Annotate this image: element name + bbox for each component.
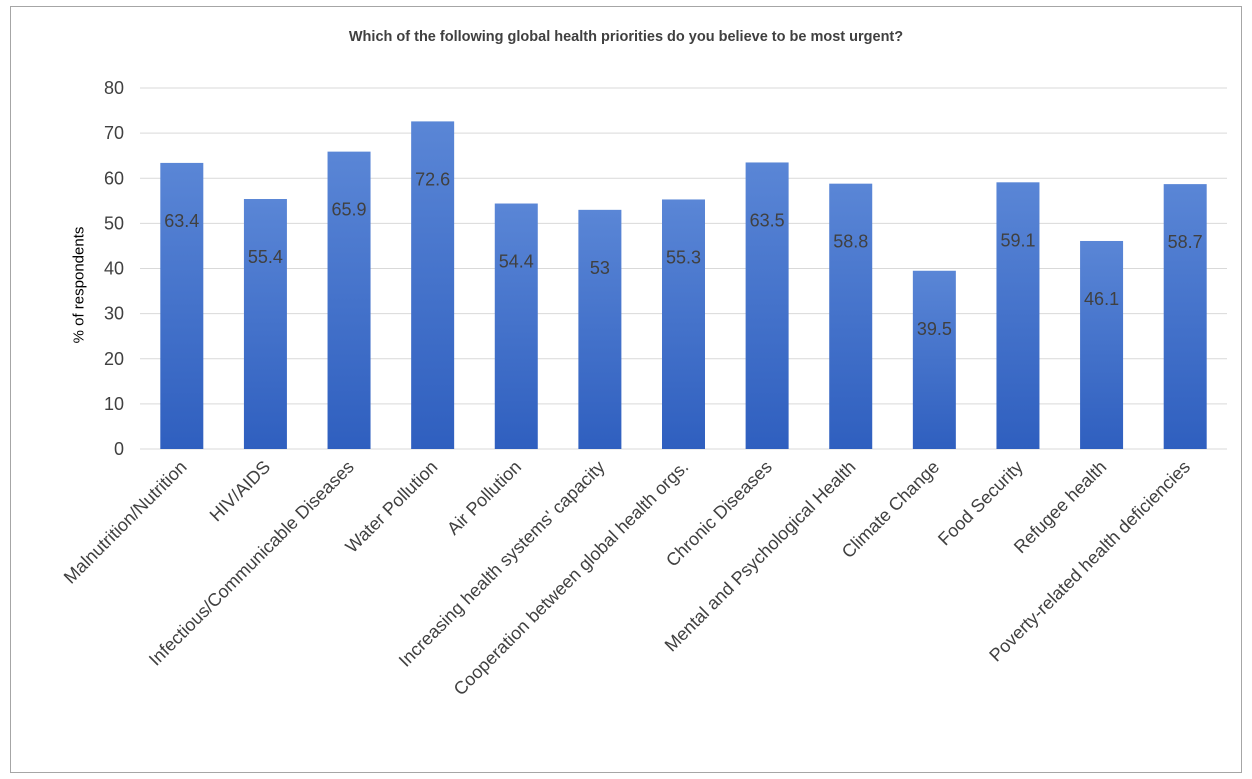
x-tick-label: Malnutrition/Nutrition: [60, 457, 191, 588]
y-tick-label: 30: [104, 304, 124, 324]
bar: [745, 162, 789, 450]
data-label: 58.8: [833, 232, 868, 252]
data-label: 46.1: [1084, 289, 1119, 309]
data-label: 63.4: [164, 211, 199, 231]
bar: [1080, 240, 1124, 449]
bar: [327, 151, 371, 449]
bar: [494, 203, 538, 449]
data-label: 58.7: [1168, 232, 1203, 252]
data-label: 39.5: [917, 319, 952, 339]
bar: [996, 182, 1040, 449]
y-tick-label: 50: [104, 213, 124, 233]
x-axis-categories: Malnutrition/Nutrition HIV/AIDSInfectious…: [60, 457, 1194, 700]
y-tick-label: 80: [104, 78, 124, 98]
data-label: 65.9: [332, 200, 367, 220]
y-axis-ticks: 0 10 20 30 40 50 60 70 80: [104, 78, 124, 459]
y-tick-label: 60: [104, 168, 124, 188]
x-tick-label: Food Security: [934, 457, 1027, 550]
data-label: 54.4: [499, 252, 534, 272]
bar: [578, 209, 622, 449]
data-label: 53: [590, 258, 610, 278]
bar: [829, 183, 873, 450]
data-label: 55.4: [248, 247, 283, 267]
chart-title: Which of the following global health pri…: [348, 29, 904, 45]
x-tick-label: Air Pollution: [443, 457, 525, 539]
bar: [243, 199, 287, 449]
bar: [411, 121, 455, 449]
bar: [1163, 184, 1207, 449]
bars: [160, 121, 1207, 450]
data-labels: 63.4 55.4 65.9 72.6 54.4 53 55.3 63.5 58.8 39.5 59…: [164, 169, 1202, 338]
y-tick-label: 20: [104, 349, 124, 369]
bar: [160, 162, 204, 449]
data-label: 63.5: [750, 210, 785, 230]
bar: [912, 270, 956, 449]
y-tick-label: 10: [104, 394, 124, 414]
data-label: 55.3: [666, 247, 701, 267]
y-tick-label: 70: [104, 123, 124, 143]
y-tick-label: 0: [114, 439, 124, 459]
data-label: 72.6: [415, 169, 450, 189]
x-tick-label: HIV/AIDS: [206, 457, 275, 526]
data-label: 59.1: [1000, 230, 1035, 250]
y-tick-label: 40: [104, 259, 124, 279]
bar: [662, 199, 705, 449]
